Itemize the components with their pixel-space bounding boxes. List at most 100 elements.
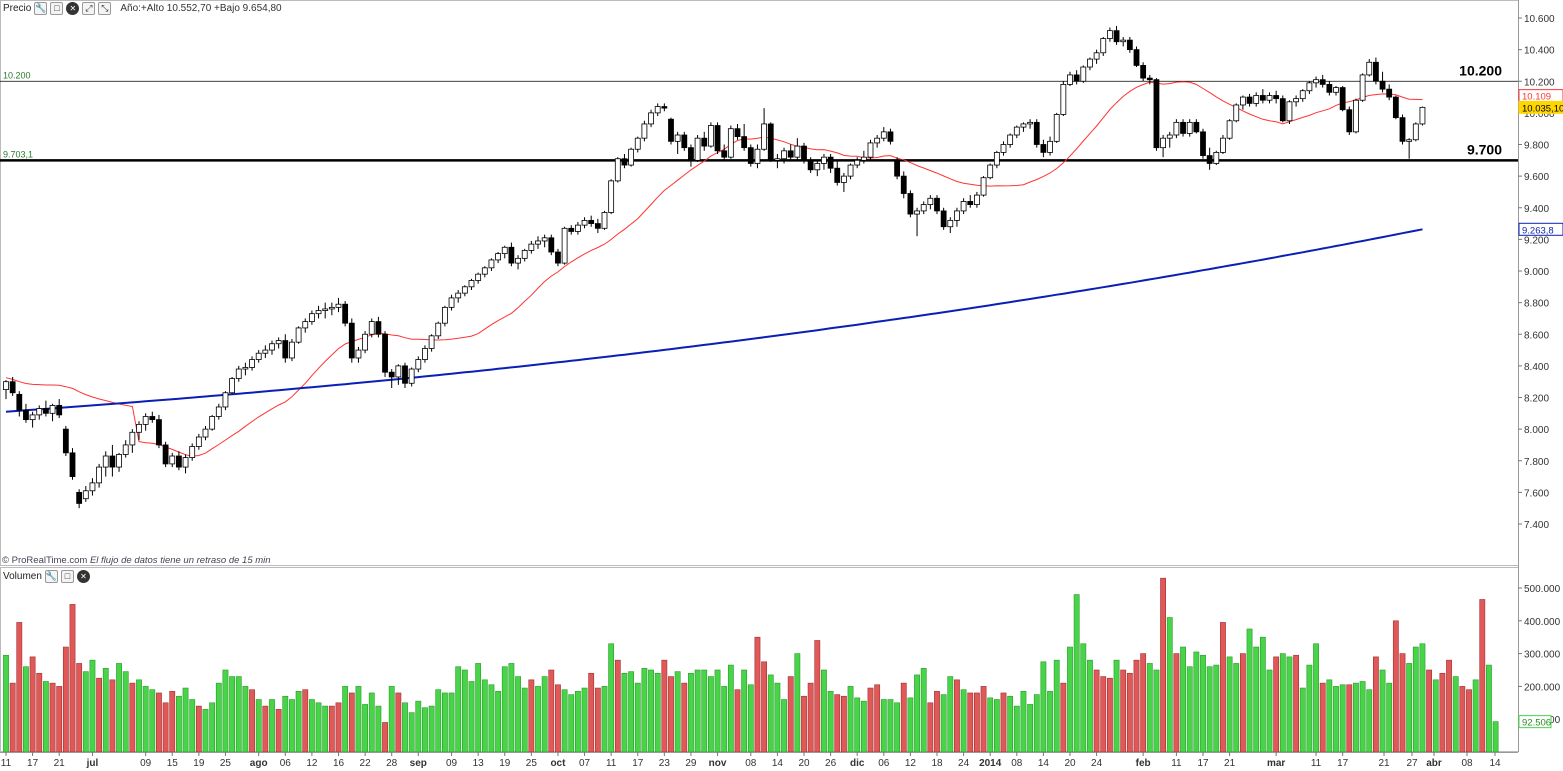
candle-body	[708, 125, 714, 147]
candle-body	[1213, 152, 1220, 164]
volume-bar	[455, 666, 462, 753]
candle-body	[867, 142, 874, 158]
candle-body	[468, 280, 475, 288]
volume-bar	[76, 663, 83, 753]
candle-body	[435, 322, 442, 337]
candle-body	[1200, 131, 1206, 156]
candle-body	[1140, 65, 1147, 79]
candle-body	[302, 321, 309, 329]
candle-body	[102, 455, 109, 468]
candle-body	[109, 455, 116, 468]
candle-body	[475, 273, 482, 281]
candle-body	[1319, 79, 1326, 85]
x-tick-label: 08	[1461, 758, 1473, 769]
candle-body	[149, 416, 156, 421]
price-tick-label: 10.200	[1524, 77, 1555, 88]
candle-body	[1013, 126, 1020, 136]
candle-body	[295, 327, 302, 343]
window-icon[interactable]: □	[60, 570, 74, 583]
candle-body	[495, 253, 502, 261]
candle-body	[860, 156, 867, 161]
volume-bar	[588, 672, 595, 753]
candle-body	[182, 457, 189, 468]
candle-body	[382, 333, 388, 373]
volume-bar	[16, 622, 23, 753]
candle-body	[1226, 120, 1233, 139]
candle-body	[156, 419, 162, 446]
volume-bar	[335, 702, 342, 753]
wrench-icon[interactable]: 🔧	[34, 2, 48, 15]
volume-bar	[395, 692, 402, 753]
candle-body	[481, 267, 488, 275]
candle-body	[681, 134, 688, 149]
candle-body	[415, 359, 422, 370]
volume-tick-label: 200.000	[1524, 682, 1561, 693]
candle-body	[1286, 101, 1293, 122]
x-tick-label: 19	[499, 758, 511, 769]
candle-body	[694, 137, 701, 161]
volume-bar	[156, 692, 162, 753]
volume-bar	[741, 669, 748, 753]
volume-bar	[1333, 686, 1339, 753]
candle-body	[269, 343, 275, 351]
volume-bar	[568, 694, 575, 753]
close-icon[interactable]: ✕	[66, 2, 80, 15]
candle-body	[422, 348, 428, 360]
candle-body	[734, 128, 741, 137]
collapse-icon[interactable]: ⤡	[98, 2, 112, 15]
volume-bar	[1479, 599, 1486, 753]
volume-bar	[382, 722, 388, 753]
volume-bar	[1319, 682, 1326, 753]
volume-bar	[1180, 646, 1186, 753]
candle-body	[1346, 109, 1353, 133]
volume-bar	[521, 687, 528, 753]
candle-body	[455, 292, 462, 299]
volume-bar	[894, 702, 900, 753]
x-tick-label: 20	[798, 758, 810, 769]
volume-bar	[528, 679, 535, 753]
x-tick-label: 14	[1489, 758, 1501, 769]
volume-tick-label: 300.000	[1524, 650, 1561, 661]
candle-body	[1379, 80, 1386, 90]
volume-bar	[1173, 653, 1180, 753]
x-tick-label: 15	[167, 758, 179, 769]
price-tick-label: 7.600	[1524, 488, 1549, 499]
volume-bar	[721, 686, 728, 753]
volume-bar	[408, 712, 415, 753]
volume-bar	[182, 687, 189, 753]
volume-bar	[1273, 656, 1280, 753]
time-x-axis: 11 17 21 jul 09 15 19 25 ago 06 12 16 22 28 sep 09 13 19 2…	[0, 752, 1518, 769]
wrench-icon[interactable]: 🔧	[44, 570, 58, 583]
x-tick-label: 28	[386, 758, 398, 769]
candle-body	[601, 212, 608, 229]
x-tick-label: 17	[1197, 758, 1209, 769]
x-tick-label: 23	[659, 758, 671, 769]
window-icon[interactable]: □	[50, 2, 64, 15]
close-icon[interactable]: ✕	[76, 570, 90, 583]
candle-body	[521, 250, 528, 259]
price-tick-label: 8.000	[1524, 425, 1549, 436]
price-panel-title: Precio	[3, 3, 32, 14]
candle-body	[541, 237, 548, 242]
volume-bar	[1166, 617, 1173, 753]
candle-body	[993, 152, 1000, 166]
volume-bar	[654, 672, 661, 753]
candle-body	[368, 321, 375, 335]
expand-icon[interactable]: ⤢	[82, 2, 96, 15]
volume-bar	[1446, 659, 1452, 753]
candle-body	[209, 416, 216, 430]
candle-body	[428, 335, 435, 349]
candle-body	[515, 257, 521, 264]
candle-body	[142, 416, 149, 425]
volume-bar	[342, 686, 349, 753]
x-tick-label: 12	[306, 758, 318, 769]
volume-bar	[1399, 653, 1406, 753]
candle-body	[854, 159, 861, 166]
volume-bar	[1459, 686, 1466, 753]
candle-body	[900, 175, 907, 194]
volume-bar	[109, 679, 116, 753]
volume-bar	[774, 682, 781, 753]
candle-body	[1419, 106, 1426, 125]
volume-bar	[661, 659, 668, 753]
